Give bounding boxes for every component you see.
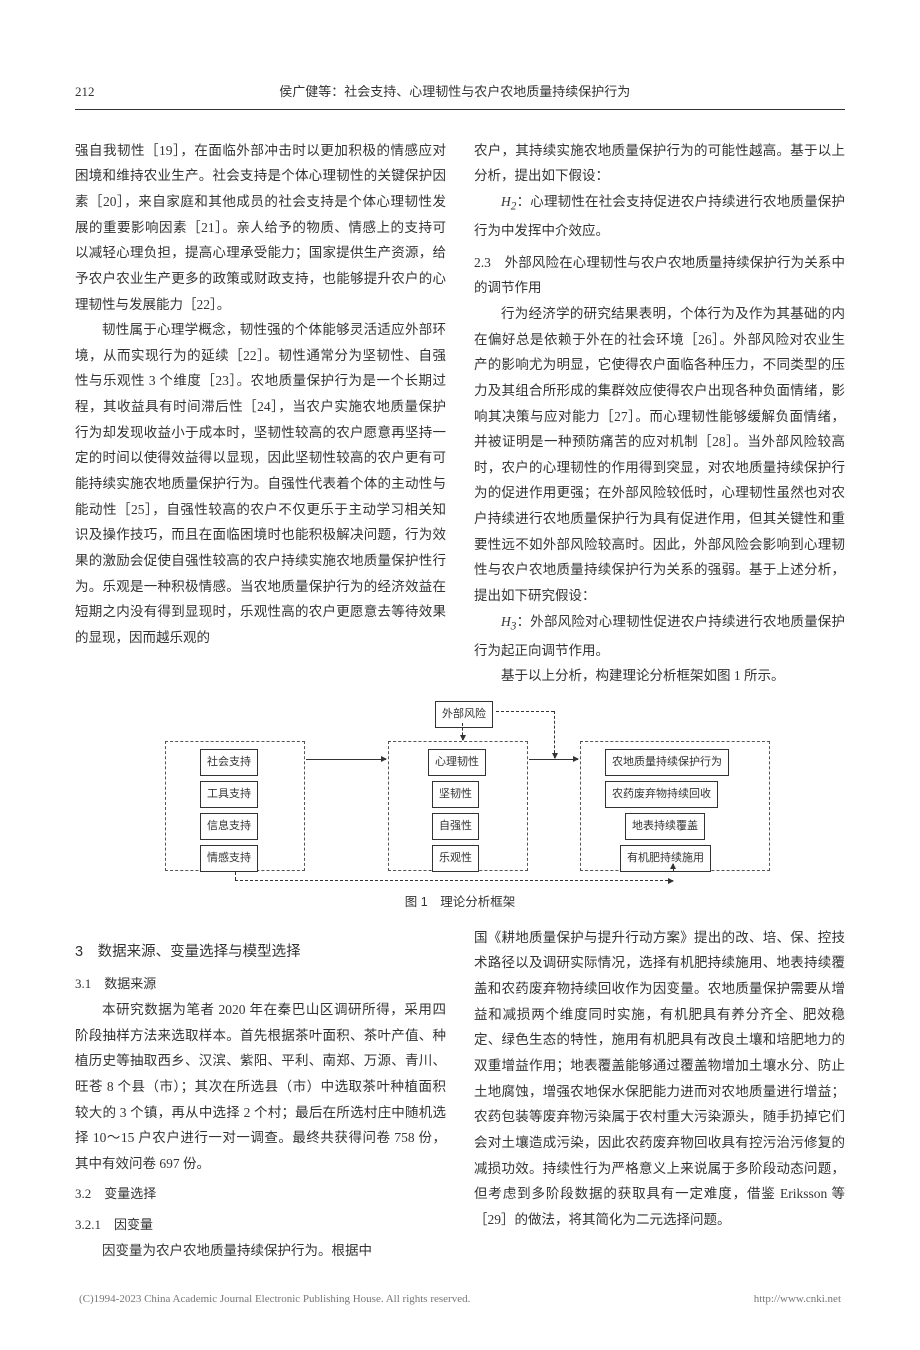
arrow-risk-moderation <box>462 723 463 740</box>
col2-para2: 行为经济学的研究结果表明，个体行为及作为其基础的内在偏好总是依赖于外在的社会环境… <box>474 301 845 609</box>
subsection-2-3-title: 2.3 外部风险在心理韧性与农户农地质量持续保护行为关系中的调节作用 <box>474 250 845 301</box>
col1-para1: 强自我韧性［19］，在面临外部冲击时以更加积极的情感应对困境和维持农业生产。社会… <box>75 138 446 317</box>
direct-line-down-left <box>235 872 236 880</box>
page-number: 212 <box>75 80 95 105</box>
hypothesis-h2: H2：心理韧性在社会支持促进农户持续进行农地质量保护行为中发挥中介效应。 <box>474 189 845 244</box>
risk-line-h <box>496 711 554 712</box>
footer-url: http://www.cnki.net <box>754 1289 841 1310</box>
node-tenacity: 坚韧性 <box>432 781 479 808</box>
node-resilience: 心理韧性 <box>428 749 486 776</box>
node-social-support: 社会支持 <box>200 749 258 776</box>
node-surface-cover: 地表持续覆盖 <box>625 813 705 840</box>
figure-1: 外部风险 社会支持 工具支持 信息支持 情感支持 心理韧性 坚韧性 自强性 乐观… <box>150 701 770 915</box>
h3-symbol: H <box>501 614 511 629</box>
upper-columns: 强自我韧性［19］，在面临外部冲击时以更加积极的情感应对困境和维持农业生产。社会… <box>75 138 845 689</box>
subsection-3-2: 3.2 变量选择 <box>75 1182 446 1207</box>
subsection-3-2-1: 3.2.1 因变量 <box>75 1213 446 1238</box>
arrow-resilience-to-behavior <box>529 759 578 760</box>
h3-text: ：外部风险对心理韧性促进农户持续进行农地质量保护行为起正向调节作用。 <box>474 614 845 658</box>
para-3-2-1b: 国《耕地质量保护与提升行动方案》提出的改、培、保、控技术路径以及调研实际情况，选… <box>474 925 845 1233</box>
footer-copyright: (C)1994-2023 China Academic Journal Elec… <box>79 1289 470 1310</box>
figure-1-caption: 图 1 理论分析框架 <box>150 891 770 915</box>
node-info-support: 信息支持 <box>200 813 258 840</box>
arrow-risk-to-path <box>554 711 555 758</box>
running-title: 侯广健等：社会支持、心理韧性与农户农地质量持续保护行为 <box>95 80 816 105</box>
col2-para3: 基于以上分析，构建理论分析框架如图 1 所示。 <box>474 663 845 689</box>
node-organic-fert: 有机肥持续施用 <box>620 845 711 872</box>
page: 212 侯广健等：社会支持、心理韧性与农户农地质量持续保护行为 强自我韧性［19… <box>0 0 920 1350</box>
running-header: 212 侯广健等：社会支持、心理韧性与农户农地质量持续保护行为 <box>75 80 845 110</box>
node-pesticide-recycle: 农药废弃物持续回收 <box>605 781 718 808</box>
h2-symbol: H <box>501 194 511 209</box>
node-external-risk: 外部风险 <box>435 701 493 728</box>
figure-1-canvas: 外部风险 社会支持 工具支持 信息支持 情感支持 心理韧性 坚韧性 自强性 乐观… <box>150 701 770 881</box>
arrow-support-to-resilience <box>306 759 386 760</box>
arrow-direct-up <box>673 864 674 872</box>
para-3-2-1a: 因变量为农户农地质量持续保护行为。根据中 <box>75 1238 446 1264</box>
section-3-title: 3 数据来源、变量选择与模型选择 <box>75 939 446 967</box>
node-optimism: 乐观性 <box>432 845 479 872</box>
lower-columns: 3 数据来源、变量选择与模型选择 3.1 数据来源 本研究数据为笔者 2020 … <box>75 925 845 1264</box>
node-selfstrength: 自强性 <box>432 813 479 840</box>
node-emotion-support: 情感支持 <box>200 845 258 872</box>
subsection-3-1: 3.1 数据来源 <box>75 972 446 997</box>
header-spacer <box>815 80 845 105</box>
arrow-direct-support-to-behavior-h <box>235 880 673 881</box>
h2-text: ：心理韧性在社会支持促进农户持续进行农地质量保护行为中发挥中介效应。 <box>474 194 845 238</box>
col1-para2: 韧性属于心理学概念，韧性强的个体能够灵活适应外部环境，从而实现行为的延续［22］… <box>75 317 446 650</box>
node-tool-support: 工具支持 <box>200 781 258 808</box>
col2-para1: 农户，其持续实施农地质量保护行为的可能性越高。基于以上分析，提出如下假设： <box>474 138 845 189</box>
hypothesis-h3: H3：外部风险对心理韧性促进农户持续进行农地质量保护行为起正向调节作用。 <box>474 609 845 664</box>
node-protect-behavior: 农地质量持续保护行为 <box>605 749 729 776</box>
para-3-1: 本研究数据为笔者 2020 年在秦巴山区调研所得，采用四阶段抽样方法来选取样本。… <box>75 997 446 1176</box>
footer: (C)1994-2023 China Academic Journal Elec… <box>75 1289 845 1310</box>
